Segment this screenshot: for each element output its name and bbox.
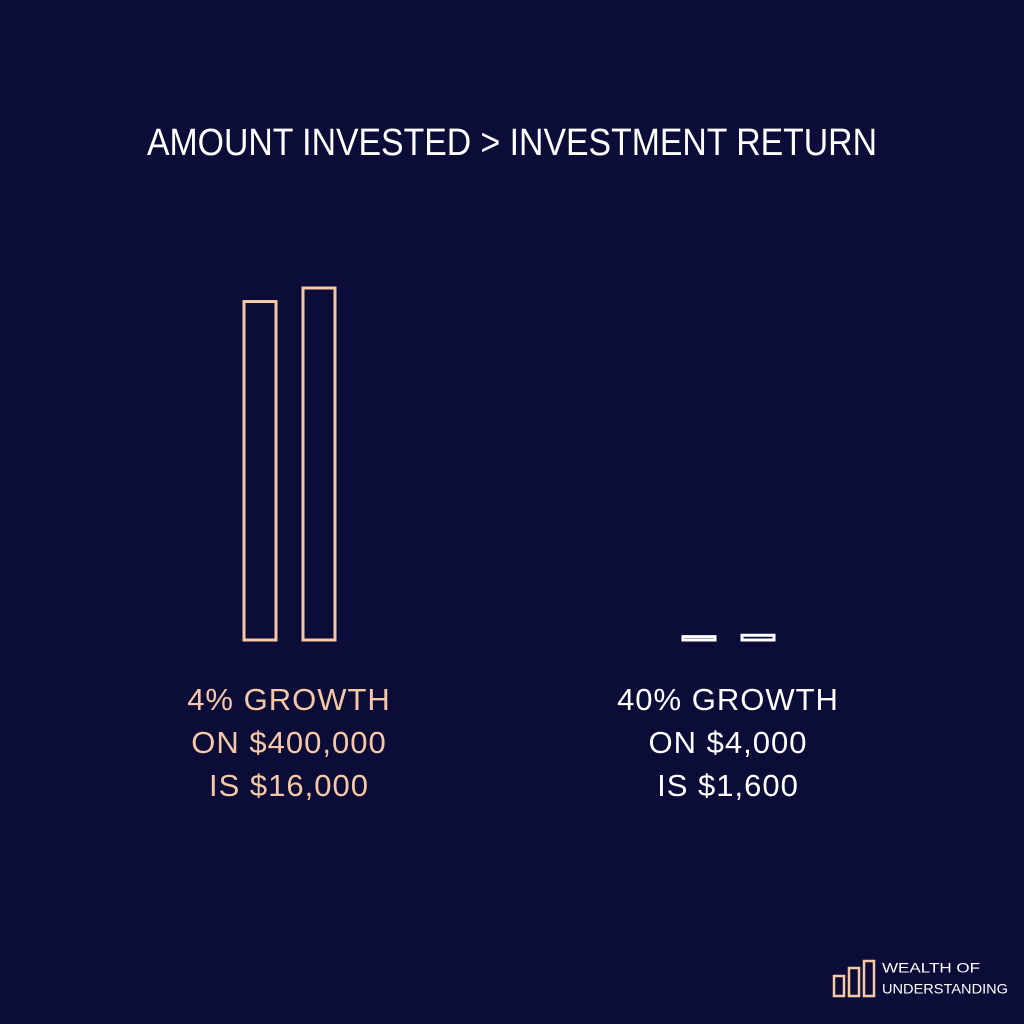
category-label: 4% GROWTH <box>187 682 391 717</box>
chart-title: AMOUNT INVESTED > INVESTMENT RETURN <box>147 122 877 164</box>
category-label: IS $16,000 <box>209 768 369 803</box>
category-label: IS $1,600 <box>657 768 799 803</box>
bar <box>301 286 337 642</box>
category-label: ON $4,000 <box>649 725 808 760</box>
brand-line: UNDERSTANDING <box>882 981 1008 997</box>
bar <box>740 633 776 642</box>
bar <box>681 635 717 642</box>
category-label: ON $400,000 <box>191 725 386 760</box>
brand-line: WEALTH OF <box>882 960 980 976</box>
bar <box>242 300 278 642</box>
category-label: 40% GROWTH <box>617 682 839 717</box>
logo-icon <box>832 959 876 998</box>
